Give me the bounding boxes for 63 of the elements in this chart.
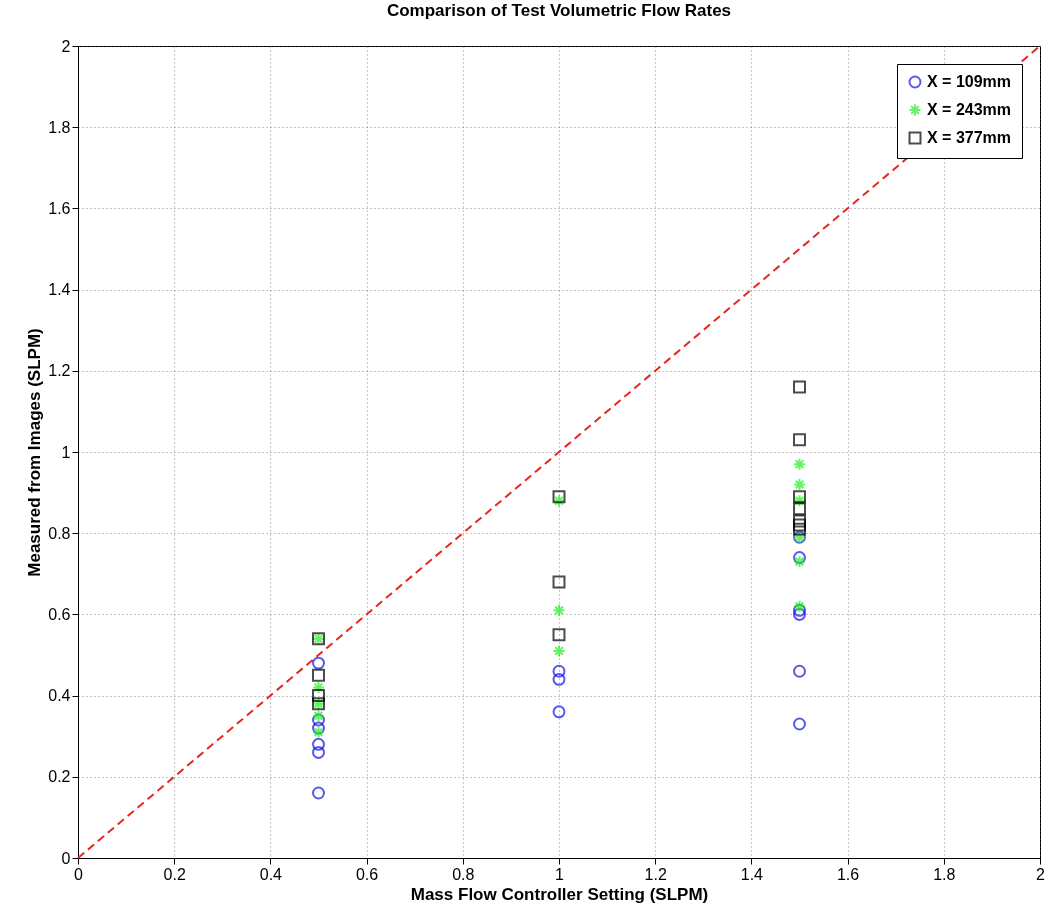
point	[312, 725, 325, 739]
point	[793, 457, 806, 471]
y-tick-label: 1.6	[48, 199, 71, 217]
legend-label: X = 377mm	[927, 129, 1012, 146]
y-axis-title: Measured from Images (SLPM)	[25, 328, 45, 577]
chart-title: Comparison of Test Volumetric Flow Rates	[386, 1, 732, 20]
x-axis-title: Mass Flow Controller Setting (SLPM)	[410, 884, 709, 904]
y-tick-label: 1	[61, 443, 71, 461]
x-tick-label: 1.2	[644, 865, 667, 883]
point	[312, 689, 325, 703]
point	[312, 713, 325, 727]
y-tick-label: 0	[61, 849, 71, 867]
x-tick-label: 0.6	[355, 865, 379, 883]
point	[793, 522, 806, 536]
y-tick-label: 1.8	[48, 118, 71, 136]
point	[793, 478, 806, 491]
x-tick-label: 0.4	[259, 865, 283, 883]
point	[793, 664, 806, 678]
point	[552, 664, 566, 678]
point	[312, 656, 325, 670]
point	[312, 737, 325, 751]
y-tick-label: 0.8	[48, 524, 71, 542]
x-tick-label: 1.4	[740, 865, 764, 883]
point	[793, 555, 806, 569]
point	[312, 745, 325, 759]
point	[552, 603, 566, 617]
point	[793, 717, 806, 731]
point	[312, 668, 325, 682]
x-tick-label: 0.8	[452, 865, 475, 883]
point	[552, 575, 566, 589]
point	[552, 672, 566, 686]
y-tick-label: 2	[61, 37, 71, 55]
point	[312, 709, 325, 723]
point	[793, 490, 806, 504]
y-tick-label: 1.4	[48, 281, 71, 299]
x-tick-label: 1	[555, 865, 565, 883]
y-tick-label: 1.2	[48, 362, 71, 380]
point	[793, 518, 806, 532]
y-tick-label: 0.6	[48, 605, 71, 623]
point	[793, 380, 806, 394]
legend-label: X = 109mm	[927, 73, 1012, 90]
y-tick-label: 0.2	[48, 768, 71, 786]
point	[552, 705, 566, 719]
point	[552, 644, 566, 658]
x-tick-label: 2	[1036, 865, 1046, 883]
point	[793, 514, 806, 528]
point	[793, 494, 806, 508]
point	[793, 607, 806, 621]
point	[793, 599, 806, 613]
point	[552, 628, 566, 642]
x-tick-label: 1.8	[933, 865, 956, 883]
y-tick-label: 0.4	[48, 687, 71, 705]
point	[312, 721, 325, 735]
point	[793, 502, 806, 516]
point	[312, 681, 325, 694]
point	[312, 786, 325, 800]
point	[793, 433, 806, 447]
x-tick-label: 1.6	[836, 865, 860, 883]
x-tick-label: 0	[74, 865, 84, 883]
point	[552, 494, 566, 508]
x-tick-label: 0.2	[163, 865, 186, 883]
point	[552, 490, 566, 504]
legend-label: X = 243mm	[927, 101, 1012, 118]
